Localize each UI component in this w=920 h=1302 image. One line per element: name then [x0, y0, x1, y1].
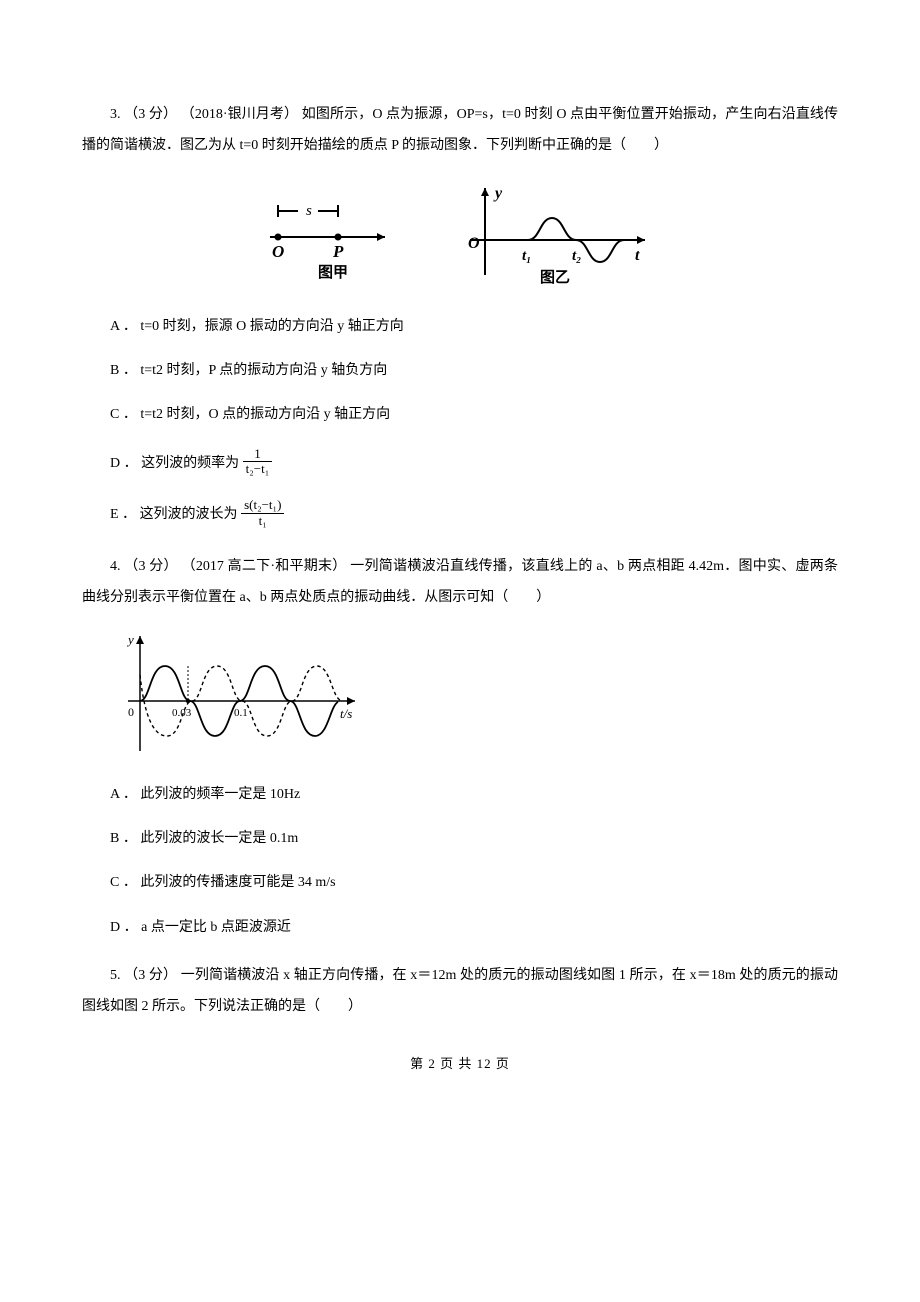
- fig-jia-caption: 图甲: [318, 264, 348, 281]
- q4-figure: y t/s 0 0.03 0.1: [110, 626, 370, 766]
- q5-points: （3 分）: [124, 968, 177, 983]
- fraction-num: s(t₂−t₁): [241, 498, 284, 513]
- opt-letter: A ．: [110, 316, 137, 338]
- svg-text:0: 0: [128, 705, 134, 719]
- opt-letter: B ．: [110, 360, 137, 382]
- svg-text:0.1: 0.1: [234, 707, 248, 719]
- opt-text: 这列波的频率为: [141, 456, 243, 471]
- O-label: O: [272, 242, 284, 261]
- q5-number: 5.: [110, 968, 121, 983]
- P-label: P: [332, 242, 344, 261]
- q3-option-a: A ． t=0 时刻，振源 O 振动的方向沿 y 轴正方向: [82, 316, 838, 338]
- q5-stem-text: 一列简谐横波沿 x 轴正方向传播，在 x＝12m 处的质元的振动图线如图 1 所…: [82, 968, 838, 1014]
- q3-source: （2018·银川月考）: [181, 107, 298, 122]
- opt-text: 这列波的波长为: [140, 507, 242, 522]
- page-footer: 第 2 页 共 12 页: [82, 1053, 838, 1072]
- q4-stem: 4. （3 分） （2017 高二下·和平期末） 一列简谐横波沿直线传播，该直线…: [82, 552, 838, 614]
- svg-text:y: y: [126, 632, 134, 647]
- opt-letter: C ．: [110, 872, 137, 894]
- opt-text: 此列波的传播速度可能是 34 m/s: [140, 875, 335, 890]
- svg-text:t: t: [635, 247, 640, 264]
- fraction: 1 t₂−t₁: [243, 447, 273, 477]
- svg-text:0.03: 0.03: [172, 707, 192, 719]
- q4-option-a: A ． 此列波的频率一定是 10Hz: [82, 784, 838, 806]
- q3-option-d: D ． 这列波的频率为 1 t₂−t₁: [82, 449, 838, 479]
- fraction-den: t₁: [241, 514, 284, 528]
- q4-option-c: C ． 此列波的传播速度可能是 34 m/s: [82, 872, 838, 894]
- q3-number: 3.: [110, 107, 121, 122]
- opt-text: 此列波的频率一定是 10Hz: [140, 787, 300, 802]
- q4-source: （2017 高二下·和平期末）: [182, 559, 347, 574]
- opt-letter: C ．: [110, 404, 137, 426]
- svg-text:t₁: t₁: [522, 248, 531, 264]
- svg-text:y: y: [493, 185, 503, 202]
- q4-number: 4.: [110, 559, 121, 574]
- q3-stem: 3. （3 分） （2018·银川月考） 如图所示，O 点为振源，OP=s，t=…: [82, 100, 838, 162]
- q4-option-d: D ． a 点一定比 b 点距波源近: [82, 917, 838, 939]
- opt-letter: D ．: [110, 453, 138, 475]
- q4-points: （3 分）: [124, 559, 178, 574]
- q3-figures: s O P 图甲 y t O t₁ t₂ 图乙: [82, 180, 838, 290]
- opt-letter: D ．: [110, 917, 138, 939]
- q3-points: （3 分）: [124, 107, 177, 122]
- opt-text: t=t2 时刻，P 点的振动方向沿 y 轴负方向: [140, 363, 387, 378]
- fraction-den: t₂−t₁: [243, 462, 273, 476]
- q3-option-e: E ． 这列波的波长为 s(t₂−t₁) t₁: [82, 500, 838, 530]
- footer-text: 第 2 页 共 12 页: [410, 1056, 510, 1071]
- s-label: s: [306, 203, 312, 219]
- q4-figure-wrap: y t/s 0 0.03 0.1: [110, 626, 838, 766]
- opt-letter: B ．: [110, 828, 137, 850]
- q3-option-b: B ． t=t2 时刻，P 点的振动方向沿 y 轴负方向: [82, 360, 838, 382]
- opt-letter: A ．: [110, 784, 137, 806]
- fraction-num: 1: [243, 447, 273, 462]
- svg-text:t/s: t/s: [340, 706, 352, 721]
- q3-option-c: C ． t=t2 时刻，O 点的振动方向沿 y 轴正方向: [82, 404, 838, 426]
- opt-letter: E ．: [110, 504, 136, 526]
- fraction: s(t₂−t₁) t₁: [241, 498, 284, 528]
- page-container: 3. （3 分） （2018·银川月考） 如图所示，O 点为振源，OP=s，t=…: [0, 0, 920, 1112]
- opt-text: a 点一定比 b 点距波源近: [141, 920, 291, 935]
- q5-stem: 5. （3 分） 一列简谐横波沿 x 轴正方向传播，在 x＝12m 处的质元的振…: [82, 961, 838, 1023]
- opt-text: t=0 时刻，振源 O 振动的方向沿 y 轴正方向: [140, 319, 403, 334]
- q3-figure-jia: s O P 图甲: [260, 185, 400, 285]
- svg-text:O: O: [468, 235, 480, 252]
- q3-figure-yi: y t O t₁ t₂ 图乙: [440, 180, 660, 290]
- svg-text:图乙: 图乙: [540, 269, 570, 286]
- svg-text:t₂: t₂: [572, 248, 581, 264]
- opt-text: t=t2 时刻，O 点的振动方向沿 y 轴正方向: [140, 407, 390, 422]
- opt-text: 此列波的波长一定是 0.1m: [140, 831, 298, 846]
- q4-option-b: B ． 此列波的波长一定是 0.1m: [82, 828, 838, 850]
